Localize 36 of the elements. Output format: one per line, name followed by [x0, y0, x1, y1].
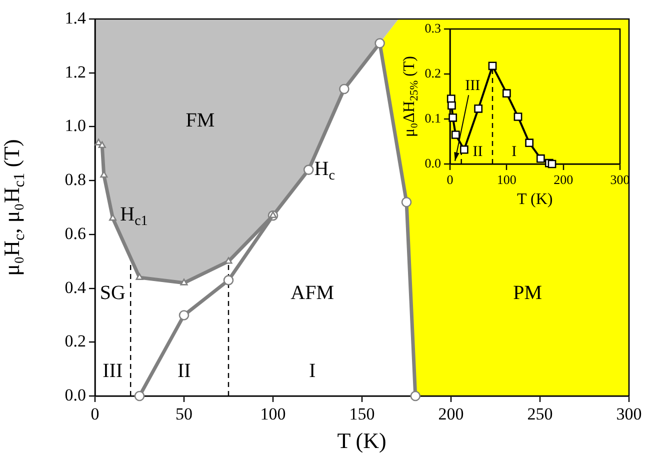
x-axis-title: T (K): [517, 191, 553, 208]
x-tick-label: 0: [446, 172, 454, 188]
x-tick-label: 300: [616, 404, 642, 424]
y-tick-label: 0.4: [64, 278, 86, 297]
annotation: I: [309, 360, 316, 382]
y-tick-label: 0.6: [64, 224, 86, 243]
y-tick-label: 0.0: [424, 155, 441, 170]
y-tick-label: 0.1: [424, 110, 441, 126]
annotation: II: [178, 360, 191, 382]
y-axis-title: μ₀ΔH25% (T): [400, 56, 420, 137]
y-axis-title: μ₀Hc, μ₀Hc1 (T): [0, 139, 28, 276]
x-tick-label: 100: [496, 172, 516, 188]
y-tick-label: 0.0: [64, 385, 86, 404]
y-tick-label: 1.2: [64, 62, 86, 82]
annotation: AFM: [290, 282, 334, 304]
x-tick-label: 0: [90, 404, 100, 424]
y-tick-label: 0.8: [64, 170, 86, 190]
x-tick-label: 150: [349, 404, 375, 424]
annotation: FM: [186, 109, 215, 132]
x-tick-label: 250: [527, 404, 553, 424]
y-tick-label: 1.0: [64, 116, 86, 136]
annotation: II: [472, 144, 483, 160]
y-tick-label: 1.4: [64, 8, 86, 28]
annotation: PM: [513, 282, 542, 304]
y-tick-label: 0.2: [64, 332, 86, 351]
y-tick-label: 0.2: [424, 65, 441, 80]
annotation: III: [102, 360, 123, 382]
x-axis-title: T (K): [337, 428, 386, 453]
annotation: III: [465, 78, 480, 94]
x-tick-label: 200: [554, 172, 574, 188]
annotation: I: [512, 144, 517, 160]
x-tick-label: 200: [438, 404, 464, 424]
x-tick-label: 100: [260, 404, 286, 424]
y-tick-label: 0.3: [424, 20, 441, 36]
annotation: SG: [100, 282, 126, 304]
x-tick-label: 50: [176, 404, 192, 424]
